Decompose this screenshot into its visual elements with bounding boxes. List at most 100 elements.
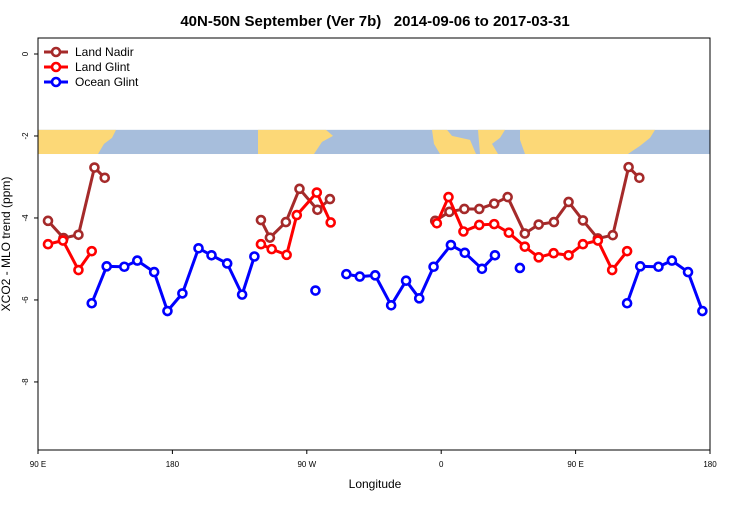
legend-label: Land Nadir [75, 45, 134, 59]
x-tick-label: 180 [166, 460, 180, 469]
data-point [89, 162, 100, 173]
data-point [514, 262, 526, 274]
data-point [354, 271, 366, 282]
data-point [42, 238, 54, 250]
legend-item: Land Nadir [44, 45, 134, 59]
data-point [148, 266, 160, 278]
series-line [47, 239, 93, 272]
data-point [563, 249, 574, 261]
legend-label: Land Glint [75, 60, 130, 74]
data-point [489, 249, 501, 261]
legend-item: Ocean Glint [44, 75, 139, 89]
data-point [533, 252, 545, 263]
data-point [255, 214, 267, 226]
data-point [476, 263, 488, 275]
chart-title: 40N-50N September (Ver 7b) 2014-09-06 to… [180, 13, 569, 30]
data-point [280, 216, 292, 228]
data-point [563, 196, 574, 208]
series-line [90, 246, 256, 313]
legend-label: Ocean Glint [75, 75, 139, 89]
data-point [592, 235, 604, 246]
x-tick-label: 0 [439, 460, 444, 469]
y-tick-label: 0 [21, 51, 30, 56]
series-land-nadir [42, 161, 645, 244]
data-point [325, 217, 336, 228]
data-point [86, 297, 98, 309]
data-point [193, 243, 204, 254]
data-point [607, 229, 619, 241]
data-point [548, 247, 559, 259]
series-land-glint [42, 187, 633, 276]
data-point [324, 193, 336, 205]
data-point [291, 209, 303, 221]
data-point [428, 261, 439, 273]
map-strip [38, 129, 710, 155]
data-point [443, 191, 454, 203]
data-point [488, 198, 500, 209]
data-point [459, 203, 470, 215]
x-axis-label: Longitude [349, 477, 402, 491]
data-point [413, 293, 425, 304]
data-point [577, 215, 589, 226]
legend-marker [50, 76, 62, 88]
land-area [258, 129, 333, 155]
data-point [682, 266, 694, 278]
x-tick-label: 180 [703, 460, 717, 469]
data-point [385, 299, 397, 311]
y-tick-label: -2 [21, 132, 30, 140]
data-point [473, 219, 485, 231]
data-point [132, 255, 143, 266]
data-point [445, 239, 457, 251]
data-point [459, 247, 471, 259]
x-tick-label: 90 E [567, 460, 583, 469]
data-point [99, 172, 111, 184]
data-point [519, 241, 531, 252]
data-point [623, 161, 634, 173]
data-point [73, 229, 84, 241]
legend-marker [50, 61, 62, 73]
data-point [266, 243, 278, 255]
y-tick-label: -8 [21, 378, 30, 386]
data-point [503, 227, 515, 239]
data-point [458, 226, 469, 237]
series-ocean-glint [86, 239, 708, 317]
land-area [520, 129, 655, 155]
y-axis-label: XCO2 - MLO trend (ppm) [0, 177, 13, 312]
data-point [473, 203, 485, 215]
x-tick-label: 90 W [297, 460, 316, 469]
data-point [206, 249, 217, 261]
data-point [431, 217, 443, 229]
series-layer [42, 161, 708, 317]
data-point [281, 249, 292, 261]
data-point [294, 183, 305, 195]
x-axis: 90 E 180 90 W 0 90 E 180 [30, 450, 717, 469]
y-axis: 0 -2 -4 -6 -8 [21, 51, 38, 386]
series-line [46, 166, 106, 240]
data-point [697, 305, 708, 317]
legend-marker [50, 46, 62, 58]
data-point [255, 238, 267, 250]
data-point [312, 204, 323, 216]
x-tick-label: 90 E [30, 460, 46, 469]
data-point [42, 215, 54, 227]
data-point [666, 255, 678, 266]
data-point [533, 219, 545, 230]
data-point [221, 258, 233, 269]
data-point [634, 261, 646, 272]
data-point [162, 305, 173, 317]
data-point [310, 285, 321, 296]
plot-frame [37, 37, 711, 451]
data-point [488, 218, 500, 230]
data-point [606, 264, 618, 276]
data-point [73, 264, 84, 276]
data-point [502, 191, 513, 203]
data-point [548, 216, 560, 228]
data-point [86, 245, 98, 257]
data-point [264, 232, 276, 243]
y-tick-label: -4 [21, 214, 30, 222]
data-point [311, 187, 323, 198]
data-point [621, 297, 633, 309]
data-point [653, 261, 664, 273]
